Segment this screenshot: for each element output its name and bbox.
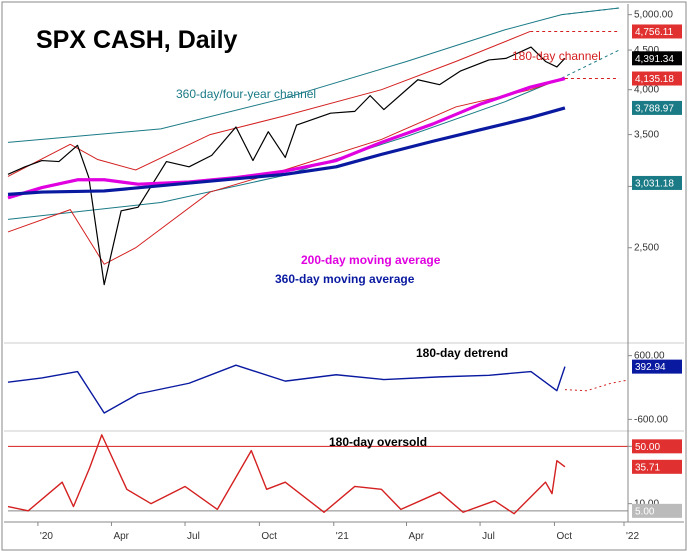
value-badge <box>632 175 682 190</box>
badge-layer: 4,756.11 4,391.34 4,135.18 3,788.97 3,031.18… <box>632 24 682 518</box>
value-badge-label: 35.71 <box>635 462 660 473</box>
channel-line-lower-ext <box>561 49 620 79</box>
annotation-180-day-oversold: 180-day oversold <box>329 435 427 449</box>
x-tick-label: Apr <box>113 531 129 542</box>
x-tick-label: '20 <box>40 531 53 542</box>
value-badge <box>632 100 682 115</box>
annotation-180-day-detrend: 180-day detrend <box>416 346 508 360</box>
series-layer <box>7 46 566 515</box>
y-tick-label: -600.00 <box>634 414 668 425</box>
series-line-0-0 <box>7 46 566 286</box>
value-badge <box>632 71 682 86</box>
value-badge <box>632 51 682 66</box>
channel-line-upper-ext <box>561 7 620 16</box>
annotation-180-day-channel: 180-day channel <box>512 49 601 63</box>
value-badge <box>632 359 682 374</box>
annotation-four-year-channel: 360-day/four-year channel <box>176 87 316 101</box>
value-badge-label: 3,788.97 <box>635 103 674 114</box>
x-tick-label: Jul <box>187 531 200 542</box>
series-line-1-0 <box>7 364 566 414</box>
x-tick-label: '21 <box>336 531 349 542</box>
value-badge-label: 4,756.11 <box>635 27 674 38</box>
y-tick-label: 600.00 <box>634 351 665 362</box>
series-line-0-1 <box>7 76 566 200</box>
value-badge <box>632 503 682 518</box>
chart-title: SPX CASH, Daily <box>36 26 238 54</box>
value-badge-label: 50.00 <box>635 442 660 453</box>
series-line-0-2 <box>7 106 566 196</box>
value-badge-label: 4,391.34 <box>635 54 674 65</box>
y-tick-label: 4,000 <box>634 85 659 96</box>
detrend-projection <box>564 379 629 392</box>
x-tick-label: '22 <box>626 531 639 542</box>
value-badge <box>632 459 682 474</box>
x-tick-label: Jul <box>482 531 495 542</box>
y-tick-label: 5,000.00 <box>634 10 673 21</box>
value-badge-label: 392.94 <box>635 362 666 373</box>
value-badge-label: 3,031.18 <box>635 178 674 189</box>
series-line-2-0 <box>7 434 566 515</box>
y-tick-label: 3,500 <box>634 130 659 141</box>
value-badge <box>632 439 682 454</box>
y-tick-label: 2,500 <box>634 243 659 254</box>
x-tick-label: Oct <box>556 531 572 542</box>
annotation-layer: 360-day/four-year channel 180-day channe… <box>176 49 601 449</box>
annotation-200-day-ma: 200-day moving average <box>301 253 441 267</box>
annotation-360-day-ma: 360-day moving average <box>275 272 415 286</box>
x-tick-label: Oct <box>261 531 277 542</box>
y-tick-label: 4,500 <box>634 45 659 56</box>
value-badge-label: 5.00 <box>635 506 655 517</box>
value-badge-label: 4,135.18 <box>635 74 674 85</box>
value-badge <box>632 24 682 39</box>
x-tick-label: Apr <box>409 531 425 542</box>
